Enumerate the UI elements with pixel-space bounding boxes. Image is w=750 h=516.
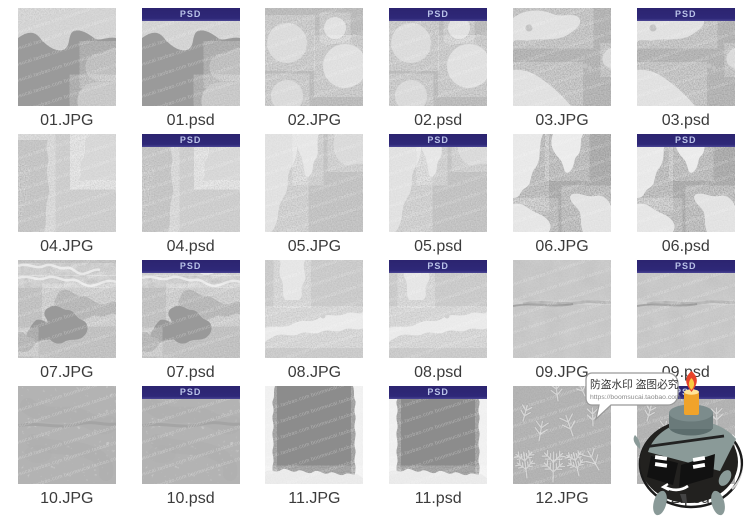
- svg-text:https://boomsucai.taobao.com: https://boomsucai.taobao.com: [590, 394, 681, 401]
- svg-text:防盗水印 盗图必究: 防盗水印 盗图必究: [590, 378, 679, 391]
